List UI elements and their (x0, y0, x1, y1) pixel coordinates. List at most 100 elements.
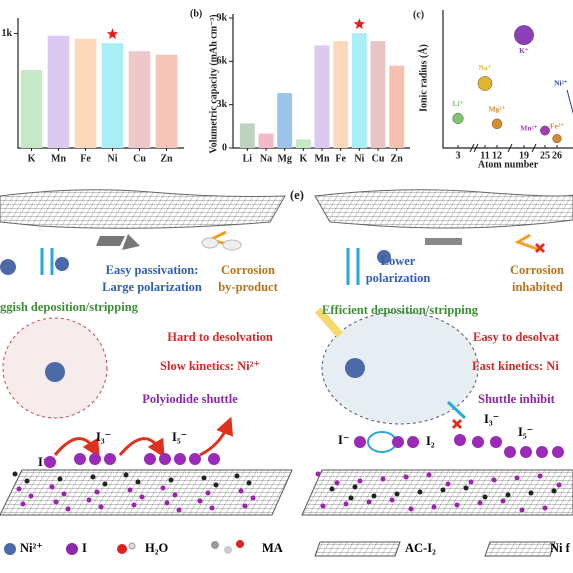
ion-label: I₅⁻ (518, 425, 533, 439)
point-label: Mg²⁺ (488, 105, 505, 114)
x-tick-label: Ni (108, 153, 118, 164)
iodine-dot (491, 477, 497, 483)
x-tick-label: Ni (354, 153, 364, 164)
iodine-dot (463, 485, 469, 491)
arrow (346, 248, 360, 285)
legend-label: Ni²⁺ (20, 541, 43, 555)
legend-label: AC-I₂ (405, 541, 436, 555)
iodine (44, 456, 56, 468)
byproduct (96, 234, 140, 250)
iodine-dot (417, 489, 423, 495)
bubble (222, 239, 242, 251)
x-tick-label: Fe (335, 153, 346, 164)
iodine-dot (366, 499, 372, 505)
x-tick-label: 12 (492, 150, 502, 161)
iodine-dot (53, 499, 59, 505)
x-tick-label: 11 (480, 150, 489, 161)
bar (370, 41, 386, 148)
thin-layer (425, 238, 462, 245)
iodine-dot (537, 473, 543, 479)
label: Large polarization (102, 280, 202, 294)
iodine-dot (477, 500, 483, 506)
point-label: K⁺ (519, 46, 529, 55)
iodine-dot (205, 490, 211, 496)
legend-icon (4, 543, 16, 555)
iodine-dot (135, 479, 141, 485)
iodine-dot (86, 497, 92, 503)
arrow (53, 437, 100, 458)
point-label: Fe²⁺ (550, 121, 564, 130)
x-tick-label: Cu (133, 153, 146, 164)
iodine-dot (431, 504, 437, 510)
iodine-dot (209, 505, 215, 511)
cross (534, 242, 546, 254)
legend-icon (117, 544, 127, 554)
bar (239, 123, 255, 148)
iodine-dot (440, 487, 446, 493)
anode-mesh (0, 189, 286, 229)
iodine (159, 453, 171, 465)
leader-line (566, 89, 573, 115)
iodine-dot (505, 492, 511, 498)
cathode-mesh (0, 469, 293, 516)
iodine-dot (28, 493, 34, 499)
ion-label: I⁻ (38, 455, 49, 469)
iodine-dot (176, 507, 182, 513)
bar (47, 35, 70, 148)
iodine-dot (238, 488, 244, 494)
iodine-dot (98, 504, 104, 510)
point (477, 76, 493, 91)
bar (277, 93, 293, 148)
iodine (144, 453, 156, 465)
star (353, 18, 365, 29)
cycle-arrow (367, 431, 397, 453)
x-tick-label: Mn (315, 153, 330, 164)
x-tick-label: Cu (372, 153, 385, 164)
x-tick-label: Na (260, 153, 272, 164)
ni-ion (55, 257, 69, 271)
iodine-dot (20, 501, 26, 507)
iodine-dot (139, 494, 145, 500)
panel-label: (b) (190, 8, 202, 19)
iodine-dots (12, 471, 562, 513)
iodine-dot (246, 480, 252, 486)
iodine-dot (197, 498, 203, 504)
bar (389, 65, 405, 148)
ni-ion (45, 362, 65, 382)
label: Slow kinetics: Ni²⁺ (160, 359, 260, 373)
ni-ion (0, 259, 16, 275)
iodine-dot (389, 497, 395, 503)
iodine-dot (160, 485, 166, 491)
iodine-dot (164, 500, 170, 506)
y-tick-label: 3k (216, 99, 227, 110)
iodine-dot (380, 476, 386, 482)
point (452, 112, 464, 124)
iodine-dot (16, 486, 22, 492)
x-tick-label: Zn (391, 153, 404, 164)
label: inhabited (512, 280, 563, 294)
bar (155, 54, 178, 148)
iodine (472, 436, 484, 448)
solvation-shell (321, 311, 479, 425)
x-tick-label: Zn (160, 153, 173, 164)
iodine-dot (408, 506, 414, 512)
x-tick-label: Fe (80, 153, 91, 164)
iodine (354, 436, 366, 448)
x-tick-label: 25 (540, 150, 550, 161)
arrow (199, 416, 234, 457)
iodine-dot (201, 475, 207, 481)
iodine-dot (12, 471, 18, 477)
y-tick-label: 6k (216, 56, 227, 67)
iodine (208, 453, 220, 465)
legend-icon (484, 541, 556, 557)
iodine-dot (250, 495, 256, 501)
bar (351, 33, 367, 148)
ion-label: I⁻ (338, 433, 349, 447)
ion-label: I₃⁻ (96, 430, 111, 444)
x-tick-label: K (299, 153, 307, 164)
bar (101, 43, 124, 148)
point (540, 125, 550, 136)
arrow (118, 437, 165, 458)
iodine-dot (127, 487, 133, 493)
iodine-dot (528, 490, 534, 496)
